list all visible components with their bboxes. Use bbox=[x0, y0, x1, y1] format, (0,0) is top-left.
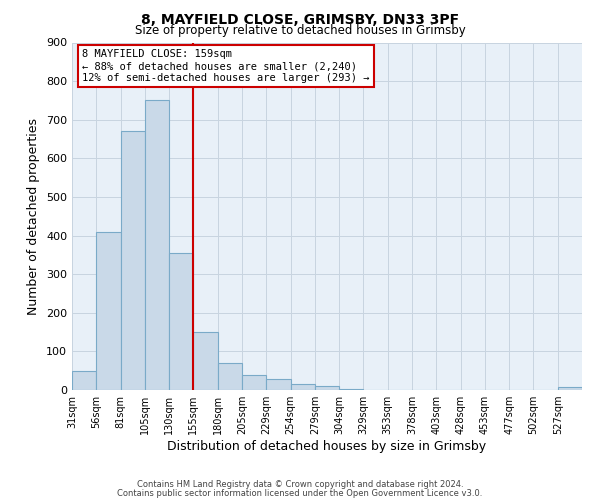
Bar bbox=[266, 379, 290, 390]
Text: Size of property relative to detached houses in Grimsby: Size of property relative to detached ho… bbox=[134, 24, 466, 37]
Bar bbox=[72, 370, 96, 390]
Bar bbox=[96, 232, 121, 390]
Bar bbox=[315, 386, 339, 390]
Text: Contains HM Land Registry data © Crown copyright and database right 2024.: Contains HM Land Registry data © Crown c… bbox=[137, 480, 463, 489]
Bar bbox=[218, 363, 242, 390]
X-axis label: Distribution of detached houses by size in Grimsby: Distribution of detached houses by size … bbox=[167, 440, 487, 453]
Bar bbox=[145, 100, 169, 390]
Bar bbox=[121, 132, 145, 390]
Bar bbox=[339, 389, 364, 390]
Text: 8, MAYFIELD CLOSE, GRIMSBY, DN33 3PF: 8, MAYFIELD CLOSE, GRIMSBY, DN33 3PF bbox=[141, 12, 459, 26]
Bar bbox=[169, 253, 193, 390]
Bar bbox=[193, 332, 218, 390]
Text: Contains public sector information licensed under the Open Government Licence v3: Contains public sector information licen… bbox=[118, 488, 482, 498]
Text: 8 MAYFIELD CLOSE: 159sqm
← 88% of detached houses are smaller (2,240)
12% of sem: 8 MAYFIELD CLOSE: 159sqm ← 88% of detach… bbox=[82, 50, 370, 82]
Bar bbox=[242, 376, 266, 390]
Bar bbox=[558, 387, 582, 390]
Y-axis label: Number of detached properties: Number of detached properties bbox=[28, 118, 40, 315]
Bar bbox=[290, 384, 315, 390]
